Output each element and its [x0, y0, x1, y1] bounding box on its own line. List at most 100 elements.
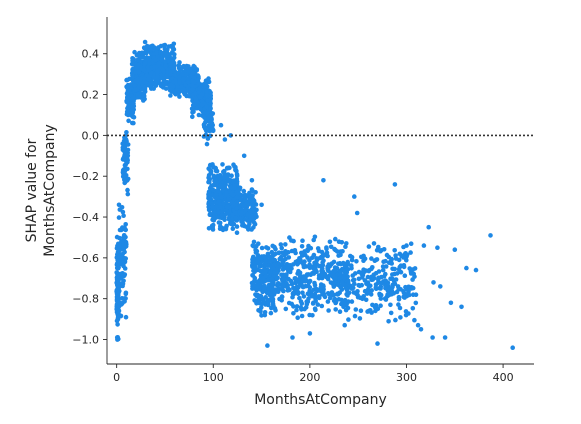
data-point	[418, 327, 424, 332]
data-point	[303, 283, 309, 289]
data-point	[357, 283, 363, 289]
data-point	[369, 288, 375, 293]
data-point	[300, 290, 305, 296]
data-point	[233, 215, 238, 220]
data-point	[170, 84, 176, 89]
data-point	[346, 317, 351, 322]
data-point	[321, 178, 326, 183]
data-point	[281, 288, 286, 294]
data-point	[238, 196, 243, 201]
data-point	[312, 306, 318, 312]
data-point	[237, 216, 243, 221]
data-point	[148, 47, 154, 52]
data-point	[426, 224, 432, 230]
data-point	[305, 247, 310, 252]
data-point	[230, 192, 236, 198]
data-point	[291, 311, 296, 316]
data-point	[192, 64, 197, 70]
data-point	[261, 254, 267, 260]
data-point	[398, 315, 403, 320]
data-point	[177, 75, 182, 80]
data-point	[258, 308, 263, 314]
data-point	[401, 290, 407, 296]
data-point	[204, 141, 210, 147]
data-point	[117, 244, 122, 249]
data-point	[122, 144, 127, 150]
data-point	[193, 96, 199, 101]
data-point	[336, 261, 341, 267]
data-point	[376, 269, 382, 274]
data-point	[155, 54, 160, 59]
data-point	[216, 199, 222, 204]
data-point	[332, 246, 337, 252]
data-point	[317, 255, 323, 261]
data-point	[263, 262, 268, 268]
data-point	[247, 197, 252, 203]
data-point	[370, 277, 376, 282]
data-point	[189, 106, 195, 112]
data-point	[317, 295, 322, 301]
data-point	[285, 288, 291, 293]
data-point	[207, 211, 213, 216]
data-point	[211, 214, 217, 220]
data-point	[206, 173, 212, 178]
y-tick-label: 0.0	[82, 129, 100, 142]
data-point	[222, 172, 227, 177]
data-point	[170, 46, 176, 52]
data-point	[124, 112, 130, 117]
data-point	[361, 258, 366, 264]
data-point	[289, 238, 294, 243]
data-point	[330, 281, 336, 287]
data-point	[211, 182, 217, 188]
data-point	[330, 272, 336, 278]
data-point	[226, 178, 232, 184]
data-point	[353, 271, 358, 276]
data-point	[373, 308, 378, 314]
data-point	[319, 303, 325, 309]
data-point	[377, 293, 383, 298]
data-point	[123, 137, 129, 142]
data-point	[438, 284, 443, 289]
data-point	[176, 70, 181, 75]
data-point	[332, 277, 338, 282]
data-point	[281, 276, 287, 282]
data-point	[228, 133, 233, 138]
data-point	[269, 281, 274, 287]
data-point	[206, 115, 211, 120]
data-point	[326, 308, 331, 313]
data-point	[318, 284, 324, 290]
data-point	[392, 266, 398, 272]
data-point	[118, 313, 123, 319]
data-point	[135, 95, 141, 100]
data-point	[333, 307, 339, 312]
data-point	[335, 292, 340, 297]
data-point	[251, 239, 257, 245]
data-point	[403, 251, 408, 256]
y-tick-label: 0.4	[82, 48, 100, 61]
data-point	[256, 256, 262, 261]
data-point	[243, 208, 248, 213]
data-point	[123, 314, 129, 320]
data-point	[386, 260, 392, 266]
data-point	[298, 305, 304, 310]
data-point	[255, 241, 261, 246]
data-point	[115, 295, 121, 300]
data-point	[162, 42, 168, 48]
x-tick-label: 200	[299, 371, 320, 384]
data-point	[255, 281, 260, 286]
data-point	[270, 287, 275, 293]
data-point	[218, 204, 223, 210]
data-point	[294, 304, 300, 309]
x-tick-label: 400	[493, 371, 514, 384]
data-point	[142, 96, 147, 102]
data-point	[206, 204, 211, 210]
data-point	[194, 68, 199, 73]
data-point	[406, 292, 412, 298]
data-point	[148, 84, 153, 89]
data-point	[164, 73, 170, 78]
data-point	[354, 210, 360, 216]
data-point	[121, 233, 127, 238]
data-point	[326, 291, 332, 297]
data-point	[135, 62, 141, 67]
